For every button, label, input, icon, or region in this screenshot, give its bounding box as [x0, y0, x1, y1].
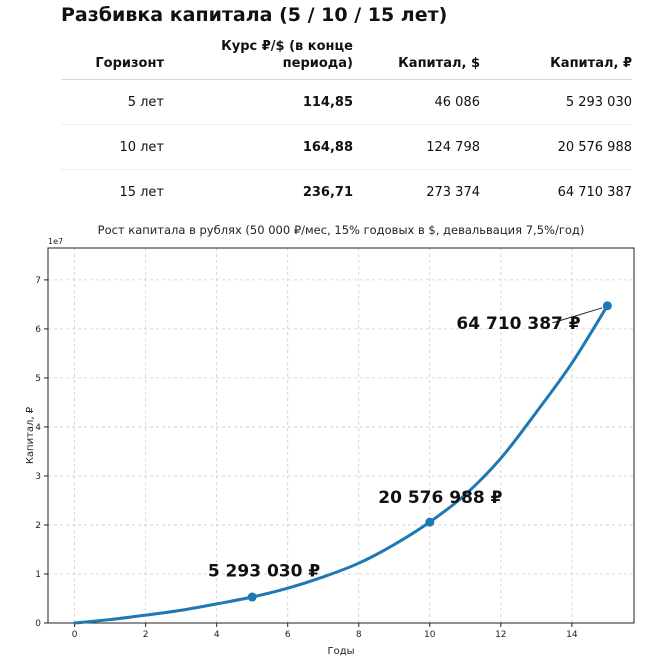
cell-rate: 164,88 [164, 124, 353, 170]
annotation-arrow [552, 307, 603, 324]
table-row: 10 лет 164,88 124 798 20 576 988 [61, 124, 632, 170]
y-tick-label: 7 [35, 276, 41, 286]
y-tick-label: 0 [35, 619, 41, 629]
data-point-marker [602, 301, 612, 311]
cell-horizon: 15 лет [119, 184, 164, 200]
y-tick-label: 1 [35, 570, 41, 580]
header-horizon: Горизонт [61, 38, 164, 80]
capital-growth-chart: Рост капитала в рублях (50 000 ₽/мес, 15… [25, 223, 635, 657]
cell-capital-usd: 124 798 [353, 124, 480, 170]
y-tick-label: 2 [35, 521, 41, 531]
cell-capital-usd: 273 374 [426, 184, 480, 200]
table-title: Разбивка капитала (5 / 10 / 15 лет) [61, 4, 448, 26]
data-label: 5 293 030 ₽ [208, 561, 321, 581]
x-tick-label: 4 [214, 630, 220, 640]
capital-line [73, 304, 609, 625]
table-header-row: Горизонт Курс ₽/$ (в конце периода) Капит… [61, 38, 632, 80]
chart-title: Рост капитала в рублях (50 000 ₽/мес, 15… [98, 223, 585, 237]
x-tick-label: 2 [143, 630, 149, 640]
x-tick-label: 8 [356, 630, 362, 640]
data-point-marker [425, 517, 435, 527]
cell-rate: 236,71 [302, 184, 353, 200]
plot-frame [47, 247, 635, 624]
cell-capital-rub: 5 293 030 [480, 79, 632, 125]
cell-horizon: 10 лет [61, 124, 164, 170]
cell-capital-usd: 46 086 [353, 79, 480, 125]
x-tick-label: 6 [285, 630, 291, 640]
header-capital-usd: Капитал, $ [353, 38, 480, 80]
y-offset-label: 1e7 [48, 237, 63, 246]
cell-rate: 114,85 [164, 79, 353, 125]
cell-capital-rub: 20 576 988 [480, 124, 632, 170]
header-capital-rub: Капитал, ₽ [480, 38, 632, 80]
table-row: 15 лет 236,71 273 374 64 710 387 [61, 170, 632, 215]
data-point-marker [247, 592, 257, 602]
y-tick-label: 6 [35, 325, 41, 335]
cell-horizon: 5 лет [61, 79, 164, 125]
x-tick-label: 0 [72, 630, 78, 640]
header-rate: Курс ₽/$ (в конце периода) [164, 38, 353, 80]
y-axis-label: Капитал, ₽ [25, 406, 36, 464]
data-label: 20 576 988 ₽ [378, 488, 502, 508]
x-tick-label: 10 [424, 630, 436, 640]
y-tick-label: 5 [35, 374, 41, 384]
capital-breakdown-table: Горизонт Курс ₽/$ (в конце периода) Капит… [61, 38, 632, 214]
data-label: 64 710 387 ₽ [456, 314, 580, 334]
x-tick-label: 12 [495, 630, 506, 640]
table-row: 5 лет 114,85 46 086 5 293 030 [61, 79, 632, 125]
x-axis-label: Годы [327, 646, 354, 657]
y-tick-label: 4 [35, 423, 41, 433]
x-tick-label: 14 [566, 630, 578, 640]
y-tick-label: 3 [35, 472, 41, 482]
cell-capital-rub: 64 710 387 [557, 184, 632, 200]
